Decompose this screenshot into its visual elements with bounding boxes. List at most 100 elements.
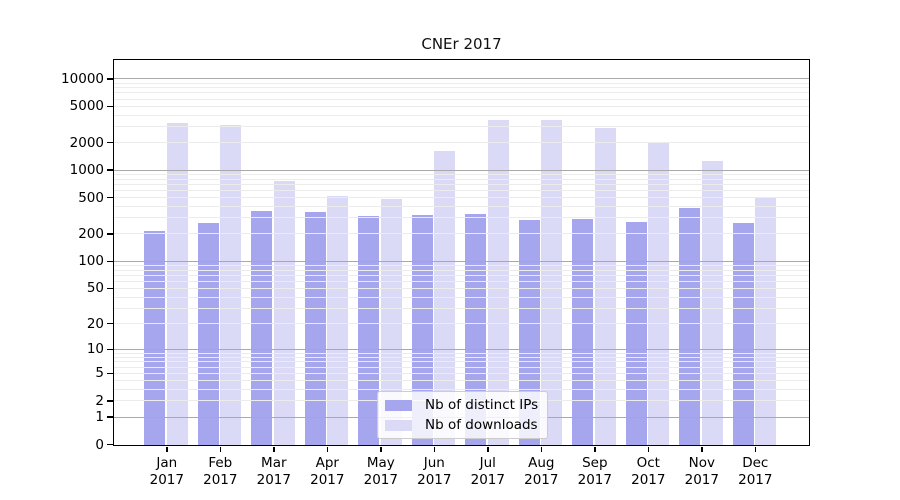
bar-distinct-ips <box>518 220 540 445</box>
y-grid-major <box>114 169 809 171</box>
bar-downloads <box>273 181 295 445</box>
y-grid-minor <box>114 173 809 175</box>
y-grid-minor <box>114 274 809 276</box>
x-tick-mark <box>219 446 222 452</box>
y-tick-label: 0 <box>95 436 104 453</box>
y-tick-mark <box>107 348 113 350</box>
x-category-label: May 2017 <box>363 455 398 488</box>
x-category-label: Mar 2017 <box>256 455 291 488</box>
x-category-label: Apr 2017 <box>310 455 345 488</box>
y-grid-minor <box>114 98 809 100</box>
y-tick-mark <box>107 141 113 144</box>
y-tick-mark <box>107 196 113 199</box>
legend: Nb of distinct IPs Nb of downloads <box>377 391 549 439</box>
y-tick-label: 20 <box>86 315 104 332</box>
legend-swatch-downloads <box>385 419 412 431</box>
y-tick-label: 500 <box>78 189 104 206</box>
y-grid-minor <box>114 217 809 219</box>
y-tick-mark <box>107 169 113 171</box>
x-tick-mark <box>380 446 382 452</box>
y-tick-mark <box>107 78 113 80</box>
x-tick-mark <box>433 446 436 452</box>
legend-swatch-distinct-ips <box>385 399 412 411</box>
y-grid-minor <box>114 280 809 282</box>
bar-distinct-ips <box>304 212 326 445</box>
bar-downloads <box>380 198 402 445</box>
y-grid-minor <box>114 352 809 354</box>
y-grid-minor <box>114 269 809 271</box>
y-grid-major <box>114 260 809 262</box>
x-category-label: Sep 2017 <box>577 455 612 488</box>
y-tick-mark <box>107 105 113 108</box>
plot-area: Nb of distinct IPs Nb of downloads <box>113 59 810 446</box>
y-tick-mark <box>107 322 113 325</box>
bar-downloads <box>166 123 188 445</box>
x-tick-mark <box>754 446 756 452</box>
y-grid-minor <box>114 105 809 107</box>
y-grid-minor <box>114 178 809 180</box>
bar-distinct-ips <box>251 211 273 445</box>
y-tick-label: 200 <box>78 225 104 242</box>
y-grid-minor <box>114 233 809 235</box>
y-tick-mark <box>107 400 113 402</box>
y-tick-label: 2000 <box>69 134 104 151</box>
bar-downloads <box>541 120 563 445</box>
legend-item-distinct-ips: Nb of distinct IPs <box>385 397 538 413</box>
y-grid-minor <box>114 197 809 199</box>
bar-distinct-ips <box>572 218 594 445</box>
x-tick-mark <box>647 446 649 452</box>
y-tick-mark <box>107 260 113 262</box>
y-grid-minor <box>114 92 809 94</box>
x-category-label: Jul 2017 <box>470 455 505 488</box>
bar-distinct-ips <box>411 215 433 445</box>
y-grid-minor <box>114 206 809 207</box>
y-grid-minor <box>114 87 809 89</box>
y-grid-minor <box>114 380 809 382</box>
y-grid-major <box>114 348 809 350</box>
y-tick-mark <box>107 443 113 446</box>
x-tick-mark <box>701 446 703 452</box>
bar-downloads <box>220 124 242 445</box>
y-grid-minor <box>114 183 809 185</box>
legend-item-downloads: Nb of downloads <box>385 417 538 433</box>
legend-label-downloads: Nb of downloads <box>425 417 538 433</box>
y-grid-minor <box>114 389 809 390</box>
bar-distinct-ips <box>197 222 219 445</box>
y-tick-label: 10 <box>86 341 104 358</box>
x-tick-mark <box>326 446 329 452</box>
x-category-label: Jun 2017 <box>417 455 452 488</box>
y-tick-mark <box>107 416 113 418</box>
y-grid-minor <box>114 366 809 368</box>
y-tick-label: 1 <box>95 409 104 425</box>
y-grid-minor <box>114 287 809 289</box>
x-category-label: Oct 2017 <box>631 455 666 488</box>
bar-downloads <box>755 196 777 445</box>
y-grid-minor <box>114 126 809 128</box>
bar-distinct-ips <box>625 222 647 445</box>
bar-downloads <box>594 127 616 445</box>
y-grid-minor <box>114 82 809 84</box>
y-tick-label: 5000 <box>69 98 104 115</box>
y-tick-label: 2 <box>95 392 104 409</box>
y-grid-minor <box>114 323 809 325</box>
x-category-label: Jan 2017 <box>149 455 184 488</box>
y-grid-minor <box>114 264 809 266</box>
x-category-label: Nov 2017 <box>684 455 719 488</box>
x-category-label: Aug 2017 <box>524 455 559 488</box>
y-grid-minor <box>114 189 809 191</box>
y-tick-label: 1000 <box>69 162 104 179</box>
chart-title: CNEr 2017 <box>421 35 502 53</box>
y-tick-label: 100 <box>78 253 104 270</box>
y-grid-minor <box>114 296 809 298</box>
y-grid-minor <box>114 114 809 116</box>
bar-downloads <box>327 196 349 445</box>
y-grid-minor <box>114 307 809 309</box>
y-tick-label: 5 <box>95 365 104 382</box>
y-grid-minor <box>114 361 809 363</box>
bar-distinct-ips <box>144 230 166 445</box>
bar-distinct-ips <box>679 208 701 445</box>
x-tick-mark <box>594 446 596 452</box>
x-tick-mark <box>540 446 542 452</box>
x-tick-mark <box>166 446 168 452</box>
